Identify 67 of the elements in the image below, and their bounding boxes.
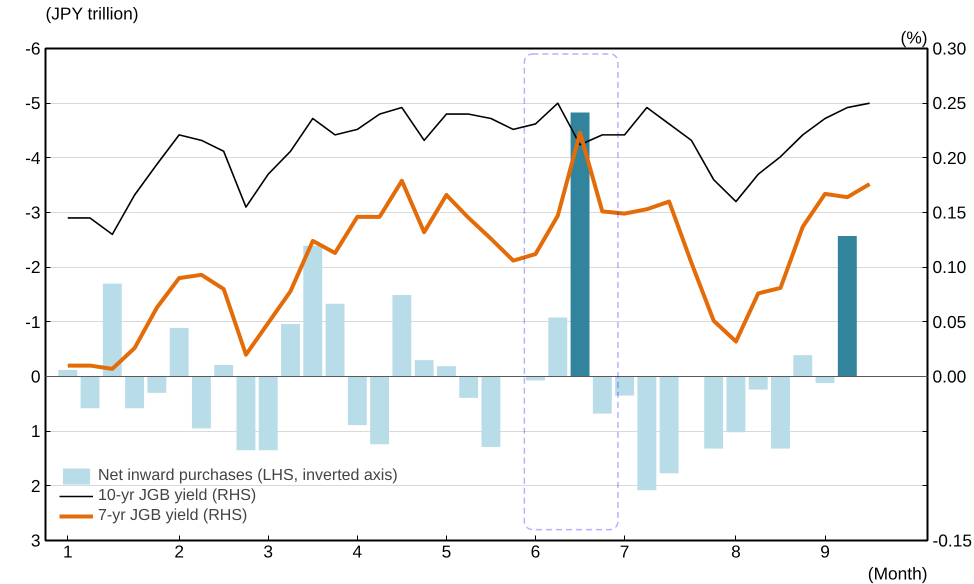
- y-tick-label: -3: [25, 202, 41, 222]
- legend-label: 10-yr JGB yield (RHS): [98, 487, 256, 505]
- bar: [214, 365, 234, 376]
- bar: [660, 376, 679, 474]
- bar: [147, 376, 166, 393]
- x-tick-label: 3: [263, 542, 274, 562]
- y-axis-title: (JPY trillion): [46, 4, 139, 24]
- bar: [326, 304, 345, 376]
- bar: [414, 360, 434, 376]
- x-tick-label: 8: [731, 542, 741, 562]
- bar: [481, 376, 500, 448]
- bar: [704, 376, 724, 449]
- bar: [570, 112, 590, 376]
- y-tick-label: 1: [30, 421, 41, 442]
- x-tick-label: 1: [62, 542, 73, 562]
- bar: [281, 324, 300, 376]
- bar: [726, 376, 746, 432]
- bar: [592, 376, 612, 414]
- y-tick-label: -4: [25, 148, 41, 168]
- x-tick-label: 9: [820, 542, 830, 562]
- y2-tick-label: 0.30: [932, 38, 966, 58]
- line-series: [66, 130, 872, 371]
- x-tick-label: 2: [174, 542, 184, 562]
- bar: [436, 366, 456, 376]
- y-tick-label: 2: [30, 476, 41, 496]
- bar: [303, 246, 322, 376]
- bar: [236, 376, 256, 450]
- x-tick-label: 4: [352, 542, 362, 562]
- bar: [526, 376, 545, 380]
- y2-tick-label: 0.00: [932, 366, 966, 386]
- y-tick-label: -5: [25, 93, 41, 114]
- x-tick-label: 7: [620, 542, 630, 562]
- bar: [637, 376, 656, 490]
- bar: [771, 376, 790, 449]
- y2-tick-label: -0.15: [932, 530, 972, 550]
- bar: [548, 317, 568, 376]
- line-series: [66, 102, 870, 236]
- y-tick-label: -2: [25, 257, 41, 278]
- y2-tick-label: 0.15: [932, 202, 966, 222]
- bar: [370, 376, 390, 444]
- y2-tick-label: 0.20: [932, 148, 966, 168]
- y2-tick-label: 0.10: [932, 257, 966, 278]
- y2-tick-label: 0.05: [932, 312, 966, 332]
- y-tick-label: 0: [30, 366, 41, 386]
- bar: [459, 376, 478, 398]
- bar: [80, 376, 100, 408]
- bar: [793, 355, 812, 376]
- bar: [392, 295, 412, 376]
- bar: [615, 376, 634, 396]
- bar: [258, 376, 278, 450]
- bar: [816, 376, 835, 384]
- bar: [838, 236, 857, 376]
- bar: [748, 376, 768, 390]
- legend-label: 7-yr JGB yield (RHS): [98, 507, 248, 525]
- y2-tick-label: 0.25: [932, 93, 966, 114]
- x-tick-label: 5: [442, 542, 452, 562]
- x-tick-label: 6: [530, 542, 540, 562]
- bar: [170, 328, 189, 376]
- legend-label: Net inward purchases (LHS, inverted axis): [98, 467, 398, 485]
- y-tick-label: -6: [25, 38, 41, 58]
- y-tick-label: -1: [25, 312, 41, 332]
- bar: [348, 376, 367, 426]
- bar: [125, 376, 144, 408]
- bar: [192, 376, 211, 428]
- bar: [102, 284, 122, 376]
- x-axis-title: (Month): [868, 564, 928, 584]
- y2-axis-title: (%): [900, 28, 928, 48]
